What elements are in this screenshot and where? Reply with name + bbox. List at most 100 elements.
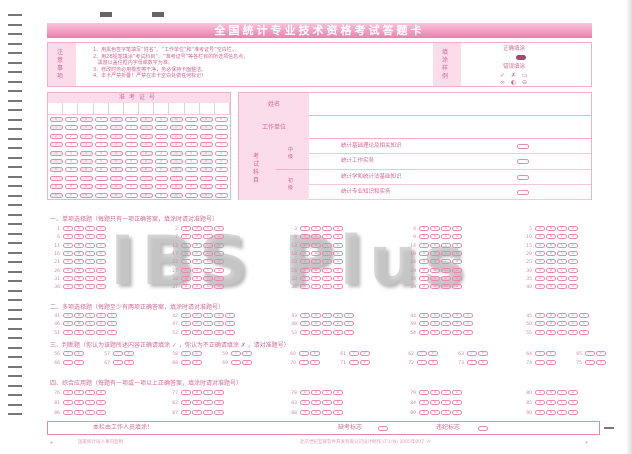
ticket-bubble[interactable]: 6 xyxy=(139,167,153,173)
ticket-bubble[interactable]: 5 xyxy=(109,158,123,164)
subject-bubble[interactable] xyxy=(517,144,529,149)
option-bubble[interactable]: ✗ xyxy=(428,359,438,365)
option-bubble[interactable]: A xyxy=(63,390,73,395)
option-bubble[interactable]: B xyxy=(192,313,202,318)
option-bubble[interactable]: A xyxy=(63,329,73,335)
option-bubble[interactable]: B xyxy=(311,284,321,290)
option-bubble[interactable]: B xyxy=(74,259,84,265)
option-bubble[interactable]: C xyxy=(85,313,95,318)
ticket-bubble[interactable]: 5 xyxy=(139,158,153,164)
ticket-bubble[interactable]: 4 xyxy=(199,150,213,156)
option-bubble[interactable]: C xyxy=(557,400,567,405)
ticket-bubble[interactable]: 1 xyxy=(169,125,183,131)
option-bubble[interactable]: B xyxy=(546,321,556,327)
option-bubble[interactable]: A xyxy=(535,321,545,327)
option-bubble[interactable]: ✓ xyxy=(113,359,123,365)
option-bubble[interactable]: ✓ xyxy=(585,351,595,356)
ticket-bubble[interactable]: 0 xyxy=(184,117,198,122)
option-bubble[interactable]: B xyxy=(192,410,202,415)
option-bubble[interactable]: D xyxy=(568,321,578,327)
option-bubble[interactable]: B xyxy=(192,242,202,248)
option-bubble[interactable]: A xyxy=(419,267,429,273)
option-bubble[interactable]: B xyxy=(74,284,84,290)
option-bubble[interactable]: D xyxy=(333,259,343,265)
option-bubble[interactable]: A xyxy=(300,284,310,290)
ticket-bubble[interactable]: 4 xyxy=(169,150,183,156)
option-bubble[interactable]: ✓ xyxy=(231,359,241,365)
option-bubble[interactable]: D xyxy=(568,410,578,415)
option-bubble[interactable]: A xyxy=(181,226,191,231)
option-bubble[interactable]: A xyxy=(419,242,429,248)
option-bubble[interactable]: A xyxy=(181,250,191,256)
option-bubble[interactable]: D xyxy=(452,390,462,395)
option-bubble[interactable]: D xyxy=(333,284,343,290)
option-bubble[interactable]: A xyxy=(419,259,429,265)
option-bubble[interactable]: D xyxy=(96,242,106,248)
option-bubble[interactable]: C xyxy=(441,321,451,327)
option-bubble[interactable]: A xyxy=(300,259,310,265)
ticket-bubble[interactable]: 1 xyxy=(49,125,63,131)
option-bubble[interactable]: D xyxy=(568,226,578,231)
option-bubble[interactable]: C xyxy=(322,242,332,248)
option-bubble[interactable]: D xyxy=(452,410,462,415)
option-bubble[interactable]: ✗ xyxy=(596,359,606,365)
option-bubble[interactable]: D xyxy=(214,321,224,327)
ticket-bubble[interactable]: 5 xyxy=(79,158,93,164)
option-bubble[interactable]: E xyxy=(107,329,117,335)
ticket-digit-cell[interactable] xyxy=(63,103,79,115)
ticket-bubble[interactable]: 7 xyxy=(79,175,93,181)
option-bubble[interactable]: C xyxy=(85,259,95,265)
ticket-bubble[interactable]: 1 xyxy=(214,125,228,131)
option-bubble[interactable]: D xyxy=(96,259,106,265)
option-bubble[interactable]: D xyxy=(96,313,106,318)
ticket-bubble[interactable]: 3 xyxy=(214,142,228,148)
option-bubble[interactable]: A xyxy=(300,313,310,318)
option-bubble[interactable]: B xyxy=(74,390,84,395)
option-bubble[interactable]: E xyxy=(225,313,235,318)
option-bubble[interactable]: D xyxy=(452,321,462,327)
option-bubble[interactable]: D xyxy=(452,284,462,290)
option-bubble[interactable]: B xyxy=(430,400,440,405)
option-bubble[interactable]: C xyxy=(203,410,213,415)
option-bubble[interactable]: D xyxy=(333,313,343,318)
option-bubble[interactable]: ✗ xyxy=(596,351,606,356)
option-bubble[interactable]: C xyxy=(322,321,332,327)
name-field[interactable] xyxy=(309,93,591,116)
option-bubble[interactable]: C xyxy=(322,284,332,290)
option-bubble[interactable]: C xyxy=(203,242,213,248)
option-bubble[interactable]: ✓ xyxy=(231,351,241,356)
option-bubble[interactable]: ✓ xyxy=(349,359,359,365)
option-bubble[interactable]: ✗ xyxy=(546,351,556,356)
option-bubble[interactable]: D xyxy=(96,390,106,395)
option-bubble[interactable]: C xyxy=(85,250,95,256)
option-bubble[interactable]: C xyxy=(203,234,213,240)
option-bubble[interactable]: D xyxy=(452,400,462,405)
option-bubble[interactable]: D xyxy=(333,390,343,395)
option-bubble[interactable]: A xyxy=(181,234,191,240)
option-bubble[interactable]: E xyxy=(463,321,473,327)
option-bubble[interactable]: B xyxy=(192,259,202,265)
option-bubble[interactable]: C xyxy=(441,284,451,290)
option-bubble[interactable]: A xyxy=(63,313,73,318)
option-bubble[interactable]: A xyxy=(63,284,73,290)
ticket-bubble[interactable]: 1 xyxy=(124,125,138,131)
ticket-bubble[interactable]: 5 xyxy=(169,158,183,164)
option-bubble[interactable]: D xyxy=(214,329,224,335)
ticket-bubble[interactable]: 0 xyxy=(214,117,228,122)
ticket-bubble[interactable]: 8 xyxy=(49,184,63,190)
option-bubble[interactable]: B xyxy=(546,313,556,318)
option-bubble[interactable]: ✗ xyxy=(360,359,370,365)
ticket-bubble[interactable]: 0 xyxy=(154,117,168,122)
option-bubble[interactable]: B xyxy=(546,400,556,405)
option-bubble[interactable]: D xyxy=(568,313,578,318)
option-bubble[interactable]: B xyxy=(74,275,84,281)
option-bubble[interactable]: B xyxy=(311,321,321,327)
option-bubble[interactable]: B xyxy=(546,275,556,281)
option-bubble[interactable]: B xyxy=(311,410,321,415)
option-bubble[interactable]: A xyxy=(535,226,545,231)
ticket-bubble[interactable]: 1 xyxy=(139,125,153,131)
option-bubble[interactable]: ✓ xyxy=(63,359,73,365)
ticket-bubble[interactable]: 5 xyxy=(64,158,78,164)
option-bubble[interactable]: C xyxy=(322,410,332,415)
option-bubble[interactable]: ✗ xyxy=(360,351,370,356)
